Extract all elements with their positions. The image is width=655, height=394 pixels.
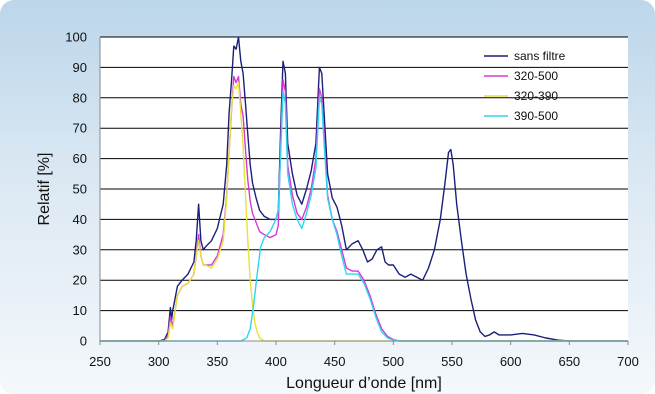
x-tick-label: 600 xyxy=(500,354,522,369)
x-tick-label: 650 xyxy=(558,354,580,369)
x-tick-label: 550 xyxy=(441,354,463,369)
legend-label: 320-500 xyxy=(514,69,558,83)
x-tick-label: 350 xyxy=(206,354,228,369)
y-axis-title: Relatif [%] xyxy=(36,153,53,226)
x-tick-labels: 250 300 350 400 450 500 550 600 650 700 xyxy=(89,341,639,369)
x-tick-label: 450 xyxy=(324,354,346,369)
series-lines xyxy=(100,36,628,342)
y-tick-label: 60 xyxy=(73,151,87,166)
y-tick-label: 20 xyxy=(73,273,87,288)
y-tick-label: 0 xyxy=(80,334,87,349)
x-tick-label: 300 xyxy=(148,354,170,369)
y-tick-label: 50 xyxy=(73,182,87,197)
y-tick-label: 70 xyxy=(73,121,87,136)
axes xyxy=(99,37,628,342)
series-line-390-500 xyxy=(100,91,628,342)
x-tick-label: 400 xyxy=(265,354,287,369)
x-axis-title: Longueur d’onde [nm] xyxy=(286,375,442,392)
y-tick-label: 30 xyxy=(73,242,87,257)
legend-label: 390-500 xyxy=(514,109,558,123)
y-tick-label: 100 xyxy=(65,30,87,45)
series-line-sans-filtre xyxy=(100,36,628,342)
legend-label: 320-390 xyxy=(514,89,558,103)
y-tick-label: 40 xyxy=(73,212,87,227)
x-tick-label: 700 xyxy=(617,354,639,369)
y-tick-label: 90 xyxy=(73,60,87,75)
y-tick-label: 80 xyxy=(73,90,87,105)
x-tick-label: 500 xyxy=(382,354,404,369)
legend: sans filtre 320-500 320-390 390-500 xyxy=(484,49,566,123)
series-line-320-390 xyxy=(100,81,628,342)
x-tick-label: 250 xyxy=(89,354,111,369)
y-tick-label: 10 xyxy=(73,303,87,318)
y-tick-labels: 0 10 20 30 40 50 60 70 80 90 100 xyxy=(65,30,87,349)
legend-label: sans filtre xyxy=(514,49,566,63)
